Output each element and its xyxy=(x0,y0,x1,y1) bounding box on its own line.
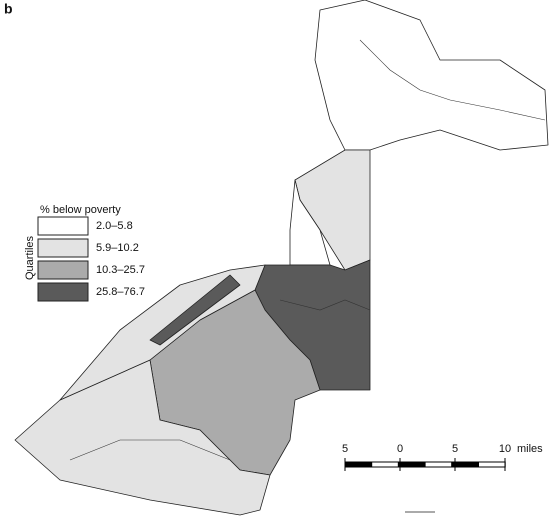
legend-swatch xyxy=(37,238,89,258)
legend-title: % below poverty xyxy=(40,204,121,216)
region xyxy=(314,0,549,151)
legend-swatch xyxy=(37,216,89,236)
legend: 2.0–5.8 5.9–10.2 10.3–25.7 25.8–76.7 xyxy=(37,216,145,302)
boundary xyxy=(279,299,371,311)
legend-label: 5.9–10.2 xyxy=(96,242,139,254)
legend-swatch xyxy=(37,260,89,280)
scale-segment xyxy=(371,461,399,468)
scale-segment xyxy=(451,461,479,468)
scale-segment xyxy=(478,461,506,468)
scale-unit: miles xyxy=(517,443,543,455)
panel-label: b xyxy=(4,1,13,17)
legend-swatch xyxy=(37,282,89,302)
legend-label: 2.0–5.8 xyxy=(96,220,133,232)
legend-label: 10.3–25.7 xyxy=(96,264,145,276)
scale-segment xyxy=(344,461,373,468)
legend-axis-label: Quartiles xyxy=(24,235,36,280)
region xyxy=(149,274,241,346)
legend-label: 25.8–76.7 xyxy=(96,286,145,298)
scale-segment xyxy=(424,461,453,468)
scale-tick-label: 0 xyxy=(397,443,403,455)
scale-tick-label: 5 xyxy=(342,443,348,455)
scale-tick-label: 5 xyxy=(452,443,458,455)
scale-tick-label: 10 xyxy=(499,443,511,455)
boundary xyxy=(359,39,546,121)
scale-bar: 5 0 5 10 miles xyxy=(342,443,543,471)
scale-segment xyxy=(397,461,426,468)
boundary xyxy=(69,439,231,461)
map xyxy=(14,0,549,516)
